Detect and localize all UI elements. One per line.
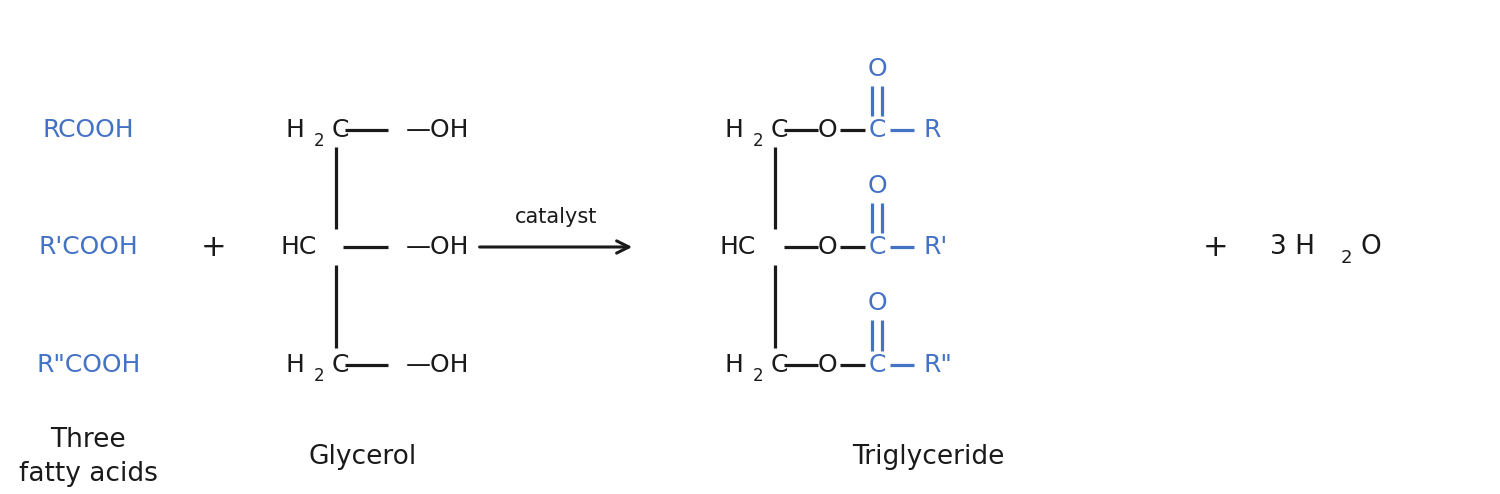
Text: R: R	[924, 119, 940, 142]
Text: 2: 2	[753, 132, 764, 150]
Text: O: O	[818, 353, 837, 376]
Text: O: O	[818, 235, 837, 259]
Text: —OH: —OH	[405, 119, 470, 142]
Text: O: O	[867, 57, 886, 81]
Text: R'COOH: R'COOH	[39, 235, 138, 259]
Text: +: +	[1203, 233, 1228, 261]
Text: R"COOH: R"COOH	[36, 353, 141, 376]
Text: +: +	[201, 233, 226, 261]
Text: 2: 2	[314, 132, 324, 150]
Text: H: H	[724, 119, 744, 142]
Text: C: C	[332, 119, 350, 142]
Text: C: C	[332, 353, 350, 376]
Text: O: O	[818, 119, 837, 142]
Text: Three: Three	[51, 427, 126, 453]
Text: O: O	[867, 174, 886, 198]
Text: C: C	[771, 353, 788, 376]
Text: HC: HC	[280, 235, 316, 259]
Text: 3 H: 3 H	[1270, 234, 1316, 260]
Text: O: O	[867, 291, 886, 315]
Text: R": R"	[924, 353, 952, 376]
Text: HC: HC	[720, 235, 756, 259]
Text: fatty acids: fatty acids	[20, 461, 158, 488]
Text: O: O	[1360, 234, 1382, 260]
Text: C: C	[868, 235, 886, 259]
Text: 2: 2	[314, 367, 324, 384]
Text: —OH: —OH	[405, 353, 470, 376]
Text: —OH: —OH	[405, 235, 470, 259]
Text: C: C	[771, 119, 788, 142]
Text: Triglyceride: Triglyceride	[852, 444, 1005, 470]
Text: H: H	[286, 353, 304, 376]
Text: C: C	[868, 119, 886, 142]
Text: catalyst: catalyst	[514, 207, 597, 227]
Text: Glycerol: Glycerol	[309, 444, 417, 470]
Text: R': R'	[924, 235, 948, 259]
Text: H: H	[286, 119, 304, 142]
Text: 2: 2	[1341, 249, 1353, 267]
Text: H: H	[724, 353, 744, 376]
Text: C: C	[868, 353, 886, 376]
Text: 2: 2	[753, 367, 764, 384]
Text: RCOOH: RCOOH	[42, 119, 134, 142]
